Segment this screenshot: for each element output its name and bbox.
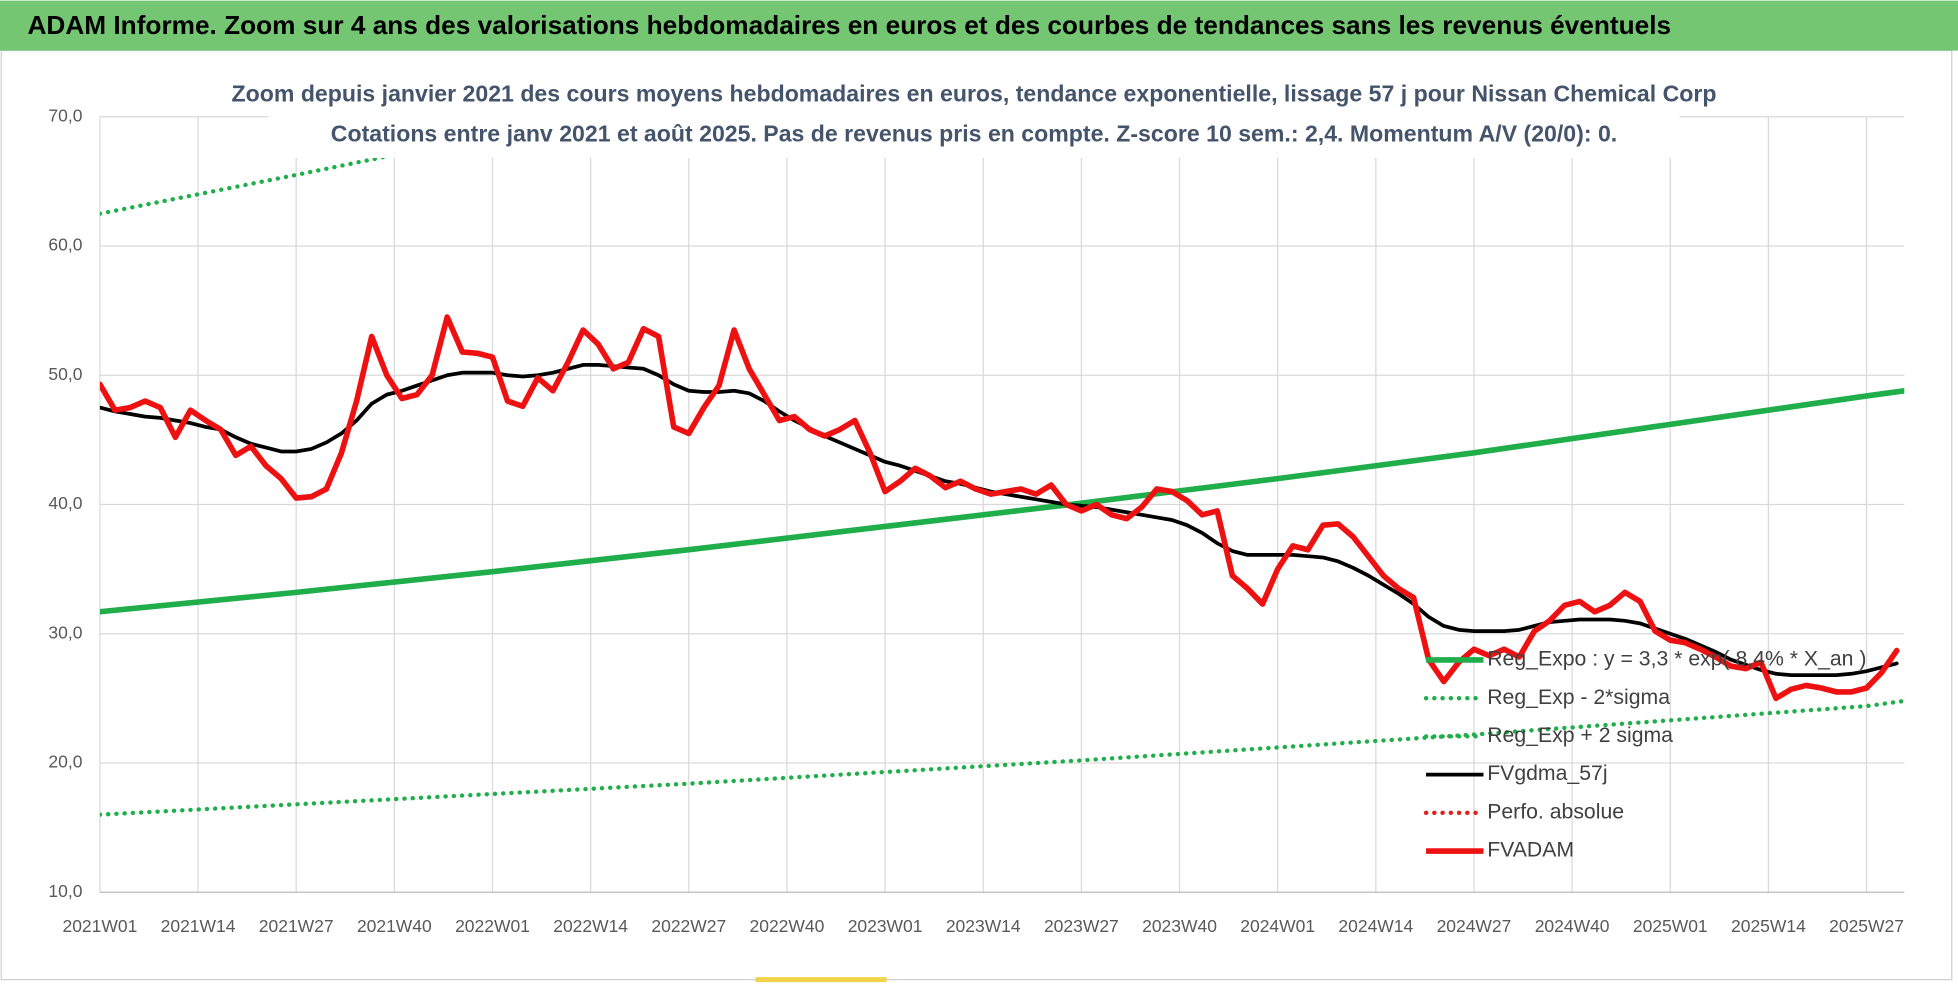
y-tick-label: 30,0: [48, 622, 82, 642]
x-tick-label: 2022W40: [750, 916, 825, 936]
legend: Reg_Expo : y = 3,3 * exp( 8,4% * X_an ) R…: [1423, 648, 1866, 862]
grid: 10,0 20,0 30,0 40,0 50,0 60,0 70,0 2021W01 2021W…: [48, 105, 1905, 936]
footer-mark: [755, 977, 887, 983]
title-box: [268, 75, 1680, 158]
x-tick-label: 2024W14: [1338, 916, 1413, 936]
x-tick-label: 2023W14: [946, 916, 1021, 936]
x-tick-label: 2023W27: [1044, 916, 1119, 936]
legend-label: Reg_Exp - 2*sigma: [1487, 686, 1670, 709]
series-line: [99, 698, 1905, 817]
x-tick-label: 2024W27: [1437, 916, 1512, 936]
x-tick-label: 2022W01: [455, 916, 530, 936]
header-band: [0, 0, 1958, 51]
x-tick-label: 2025W14: [1731, 916, 1806, 936]
y-tick-label: 70,0: [48, 105, 82, 125]
y-tick-label: 50,0: [48, 364, 82, 384]
y-tick-label: 40,0: [48, 493, 82, 513]
legend-label: FVgdma_57j: [1487, 762, 1607, 785]
x-tick-label: 2021W01: [63, 916, 138, 936]
x-tick-label: 2022W27: [651, 916, 726, 936]
header-title: ADAM Informe. Zoom sur 4 ans des valoris…: [27, 10, 1671, 40]
series-line: [99, 387, 1905, 615]
x-tick-label: 2021W40: [357, 916, 432, 936]
legend-label: Reg_Expo : y = 3,3 * exp( 8,4% * X_an ): [1487, 648, 1866, 671]
chart-title: Zoom depuis janvier 2021 des cours moyen…: [232, 81, 1717, 107]
x-tick-label: 2025W01: [1633, 916, 1708, 936]
y-tick-label: 20,0: [48, 752, 82, 772]
legend-label: Reg_Exp + 2 sigma: [1487, 724, 1673, 747]
x-tick-label: 2021W14: [161, 916, 236, 936]
x-tick-label: 2023W40: [1142, 916, 1217, 936]
legend-label: FVADAM: [1487, 839, 1574, 862]
y-tick-label: 60,0: [48, 235, 82, 255]
series-line: [99, 314, 1900, 702]
x-tick-label: 2024W01: [1240, 916, 1315, 936]
x-tick-label: 2025W27: [1829, 916, 1904, 936]
y-tick-label: 10,0: [48, 881, 82, 901]
legend-label: Perfo. absolue: [1487, 800, 1624, 823]
plot-lines: [99, 116, 1905, 817]
x-tick-label: 2022W14: [553, 916, 628, 936]
x-tick-label: 2024W40: [1535, 916, 1610, 936]
x-tick-label: 2023W01: [848, 916, 923, 936]
x-tick-label: 2021W27: [259, 916, 334, 936]
chart-subtitle: Cotations entre janv 2021 et août 2025. …: [331, 121, 1617, 147]
